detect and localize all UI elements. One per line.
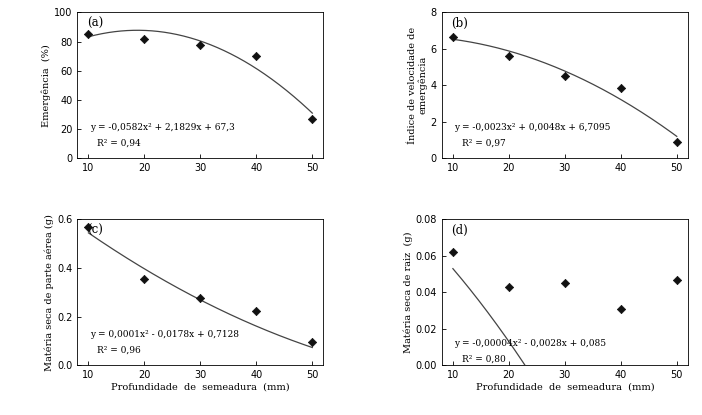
Text: y = -0,0023x² + 0,0048x + 6,7095: y = -0,0023x² + 0,0048x + 6,7095 <box>454 123 611 132</box>
Point <box>194 41 206 48</box>
Text: y = 0,0001x² - 0,0178x + 0,7128: y = 0,0001x² - 0,0178x + 0,7128 <box>90 330 239 339</box>
Point <box>503 53 515 59</box>
Point <box>671 276 682 283</box>
Point <box>447 34 458 40</box>
X-axis label: Profundidade  de  semeadura  (mm): Profundidade de semeadura (mm) <box>111 383 290 392</box>
Point <box>194 294 206 301</box>
Text: R² = 0,80: R² = 0,80 <box>462 355 505 364</box>
Y-axis label: Emergência  (%): Emergência (%) <box>41 44 51 127</box>
Text: R² = 0,96: R² = 0,96 <box>97 346 141 355</box>
Point <box>139 276 150 282</box>
Text: y = -0,0582x² + 2,1829x + 67,3: y = -0,0582x² + 2,1829x + 67,3 <box>90 123 234 132</box>
Point <box>671 139 682 145</box>
Point <box>615 305 626 312</box>
Text: (b): (b) <box>451 17 468 30</box>
Point <box>83 223 94 230</box>
Point <box>307 115 318 122</box>
Point <box>139 35 150 42</box>
Text: y = -0,00004x² - 0,0028x + 0,085: y = -0,00004x² - 0,0028x + 0,085 <box>454 339 606 348</box>
Point <box>307 339 318 345</box>
Y-axis label: Índice de velocidade de
emergência: Índice de velocidade de emergência <box>408 27 428 144</box>
Text: R² = 0,97: R² = 0,97 <box>462 139 505 148</box>
Text: (d): (d) <box>451 224 468 237</box>
X-axis label: Profundidade  de  semeadura  (mm): Profundidade de semeadura (mm) <box>475 383 654 392</box>
Text: (a): (a) <box>87 17 103 30</box>
Point <box>615 85 626 91</box>
Point <box>559 280 571 286</box>
Y-axis label: Matéria seca de parte aérea (g): Matéria seca de parte aérea (g) <box>45 214 54 371</box>
Point <box>83 31 94 38</box>
Text: (c): (c) <box>87 224 103 237</box>
Point <box>251 53 262 59</box>
Point <box>251 307 262 314</box>
Y-axis label: Matéria seca de raiz  (g): Matéria seca de raiz (g) <box>403 232 413 353</box>
Point <box>447 249 458 256</box>
Point <box>503 283 515 290</box>
Point <box>559 73 571 80</box>
Text: R² = 0,94: R² = 0,94 <box>97 139 141 148</box>
